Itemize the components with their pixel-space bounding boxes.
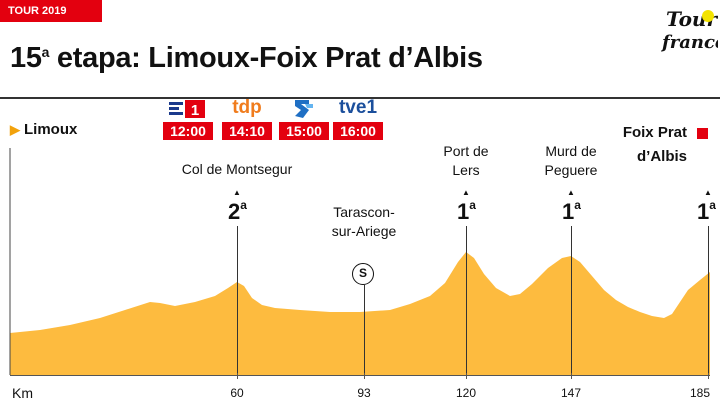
sprint-name: Tarascon-sur-Ariege bbox=[316, 203, 412, 241]
climb-name-line1: Murd de bbox=[521, 142, 621, 161]
axis-tick bbox=[708, 373, 709, 379]
axis-tick bbox=[571, 373, 572, 379]
km-axis bbox=[10, 375, 710, 376]
climb-guide-line bbox=[708, 226, 709, 375]
climb-arrow-icon: ▲ bbox=[567, 188, 575, 197]
axis-tick bbox=[237, 373, 238, 379]
climb-guide-line bbox=[466, 226, 467, 375]
climb-name: Murd de Peguere bbox=[521, 142, 621, 180]
climb-name-line1: Port de bbox=[416, 142, 516, 161]
climb-arrow-icon: ▲ bbox=[233, 188, 241, 197]
climb-arrow-icon: ▲ bbox=[704, 188, 712, 197]
axis-tick-label: 93 bbox=[344, 386, 384, 400]
climb-guide-line bbox=[237, 226, 238, 375]
climb-guide-line bbox=[571, 226, 572, 375]
climb-category: 1a bbox=[457, 199, 476, 225]
axis-tick-label: 147 bbox=[551, 386, 591, 400]
climb-name: Col de Montsegur bbox=[160, 160, 314, 179]
climb-category: 2a bbox=[228, 199, 247, 225]
climb-name-line2: Peguere bbox=[521, 161, 621, 180]
sprint-guide-line bbox=[364, 285, 365, 375]
sprint-icon: S bbox=[352, 263, 374, 285]
axis-tick bbox=[466, 373, 467, 379]
climb-name-line2: Lers bbox=[416, 161, 516, 180]
sprint-name-line1: Tarascon- bbox=[316, 203, 412, 222]
climb-category: 1a bbox=[697, 199, 716, 225]
axis-tick-label: 60 bbox=[217, 386, 257, 400]
axis-unit: Km bbox=[12, 385, 33, 401]
sprint-name-line2: sur-Ariege bbox=[316, 222, 412, 241]
axis-tick-label: 185 bbox=[680, 386, 720, 400]
axis-tick-label: 120 bbox=[446, 386, 486, 400]
climb-arrow-icon: ▲ bbox=[462, 188, 470, 197]
climb-name: Port de Lers bbox=[416, 142, 516, 180]
axis-tick bbox=[364, 373, 365, 379]
climb-category: 1a bbox=[562, 199, 581, 225]
